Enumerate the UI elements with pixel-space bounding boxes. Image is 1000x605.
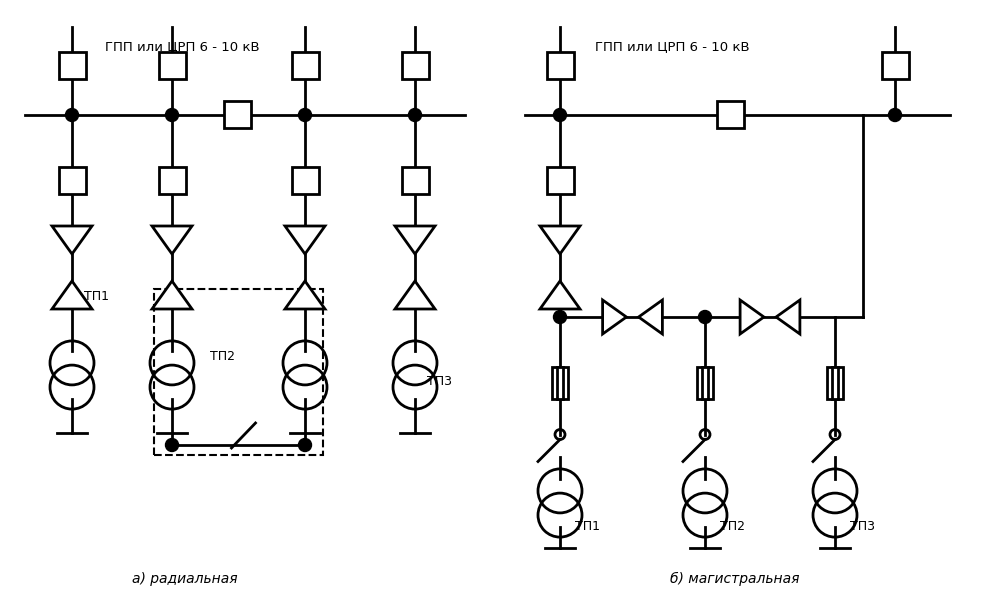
Bar (58, 51, 86, 79)
Circle shape (409, 108, 422, 122)
Bar (827, 367, 843, 399)
Polygon shape (395, 226, 435, 254)
Bar (292, 51, 318, 79)
Polygon shape (776, 300, 800, 334)
Polygon shape (285, 226, 325, 254)
Text: ТП2: ТП2 (210, 350, 235, 363)
Text: ТП3: ТП3 (850, 520, 875, 533)
Polygon shape (52, 226, 92, 254)
Polygon shape (603, 300, 626, 334)
Polygon shape (540, 281, 580, 309)
Circle shape (298, 439, 312, 451)
Bar (158, 166, 186, 194)
Bar (292, 166, 318, 194)
Polygon shape (540, 226, 580, 254)
Circle shape (298, 108, 312, 122)
Polygon shape (52, 281, 92, 309)
Text: ТП1: ТП1 (84, 290, 109, 303)
Text: ГПП или ЦРП 6 - 10 кВ: ГПП или ЦРП 6 - 10 кВ (595, 40, 750, 53)
Bar (552, 367, 568, 399)
Text: ТП1: ТП1 (575, 520, 600, 533)
Bar (402, 51, 428, 79)
Circle shape (166, 108, 178, 122)
Text: б) магистральная: б) магистральная (670, 572, 800, 586)
Bar (716, 102, 744, 128)
Text: ТП2: ТП2 (720, 520, 745, 533)
Polygon shape (285, 281, 325, 309)
Circle shape (888, 108, 901, 122)
Polygon shape (740, 300, 764, 334)
Polygon shape (639, 300, 662, 334)
Polygon shape (395, 281, 435, 309)
Bar (158, 51, 186, 79)
Bar (882, 51, 908, 79)
Text: а) радиальная: а) радиальная (132, 572, 238, 586)
Bar (224, 102, 251, 128)
Bar (546, 51, 574, 79)
Polygon shape (152, 281, 192, 309)
Bar (402, 166, 428, 194)
Bar (58, 166, 86, 194)
Bar (546, 166, 574, 194)
Bar (697, 367, 713, 399)
Bar (154, 289, 323, 455)
Circle shape (66, 108, 78, 122)
Polygon shape (152, 226, 192, 254)
Circle shape (698, 310, 712, 324)
Text: ТП3: ТП3 (427, 375, 452, 388)
Circle shape (166, 439, 178, 451)
Text: ГПП или ЦРП 6 - 10 кВ: ГПП или ЦРП 6 - 10 кВ (105, 40, 260, 53)
Circle shape (554, 310, 566, 324)
Circle shape (554, 108, 566, 122)
